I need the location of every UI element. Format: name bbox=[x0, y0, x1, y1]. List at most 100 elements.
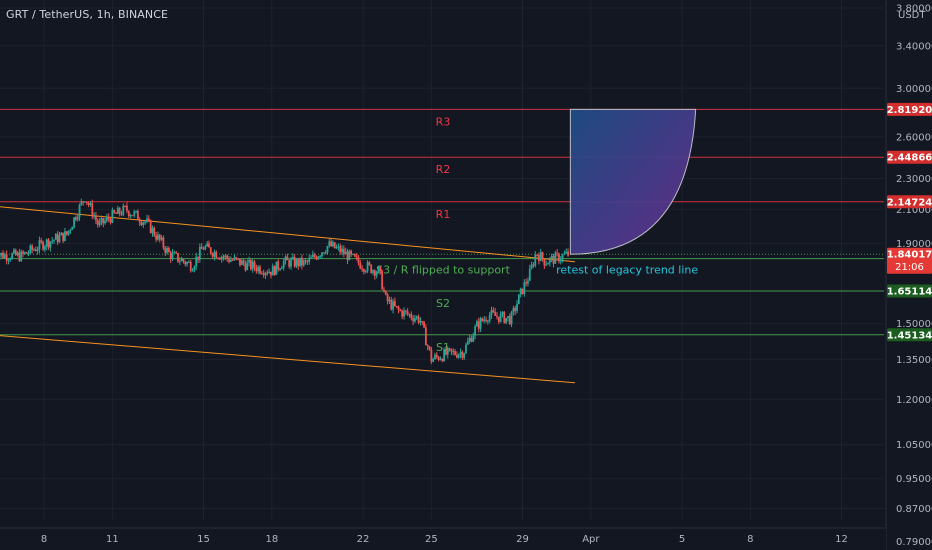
candle-body bbox=[472, 335, 475, 342]
candle-body bbox=[423, 321, 425, 328]
candle-body bbox=[27, 252, 30, 254]
candle-body bbox=[280, 267, 283, 269]
candle-body bbox=[512, 308, 515, 313]
candle-body bbox=[468, 337, 471, 342]
candle-body bbox=[78, 204, 81, 218]
candle-body bbox=[330, 241, 332, 247]
candle-body bbox=[497, 316, 500, 322]
level-label: S2 bbox=[436, 297, 450, 310]
time-axis-bg bbox=[0, 528, 886, 550]
candle-body bbox=[430, 349, 433, 362]
candle-body bbox=[62, 232, 65, 241]
price-tick-label: 1.90000 bbox=[896, 239, 932, 250]
price-tag-text: 2.14724 bbox=[887, 197, 932, 208]
candle-body bbox=[45, 239, 48, 247]
candle-body bbox=[346, 251, 349, 261]
candle-body bbox=[558, 253, 560, 262]
candle-body bbox=[65, 231, 68, 235]
current-price-tag-bg bbox=[887, 247, 932, 274]
time-tick-label: 11 bbox=[106, 534, 119, 545]
candle-body bbox=[246, 262, 249, 271]
candle-body bbox=[554, 252, 557, 264]
candle-body bbox=[54, 234, 57, 240]
candle-body bbox=[109, 219, 112, 223]
candle-body bbox=[428, 346, 431, 350]
candle-body bbox=[9, 259, 12, 261]
candle-body bbox=[432, 358, 435, 362]
candle-body bbox=[461, 352, 464, 358]
candle-body bbox=[399, 309, 402, 311]
time-tick-label: 18 bbox=[265, 534, 278, 545]
time-tick-label: 15 bbox=[197, 534, 210, 545]
candle-body bbox=[324, 252, 327, 254]
candle-body bbox=[193, 266, 196, 271]
candle-body bbox=[450, 348, 453, 352]
projection-area bbox=[569, 108, 697, 255]
candle-body bbox=[384, 290, 387, 295]
candle-body bbox=[64, 231, 66, 241]
candle-body bbox=[446, 348, 449, 355]
candle-body bbox=[23, 252, 26, 254]
candle-body bbox=[486, 320, 489, 322]
candle-body bbox=[452, 351, 455, 353]
candle-body bbox=[49, 241, 52, 248]
candle-body bbox=[11, 253, 13, 260]
candle-body bbox=[383, 289, 385, 291]
candle-body bbox=[519, 288, 522, 295]
candle-body bbox=[107, 216, 110, 220]
candle-body bbox=[162, 237, 165, 248]
candle-body bbox=[332, 242, 334, 247]
candle-body bbox=[373, 270, 376, 276]
countdown-label: 21:06 bbox=[895, 262, 924, 273]
candle-body bbox=[508, 316, 511, 325]
candle-body bbox=[140, 222, 143, 225]
price-tag-text: 2.44866 bbox=[887, 153, 932, 164]
candle-body bbox=[501, 311, 504, 314]
candle-body bbox=[248, 259, 250, 263]
price-tick-label: 2.10000 bbox=[896, 205, 932, 216]
candle-body bbox=[302, 260, 305, 266]
candle-body bbox=[260, 273, 263, 275]
candle-body bbox=[231, 259, 234, 261]
price-tick-label: 1.20000 bbox=[896, 395, 932, 406]
candle-body bbox=[457, 354, 460, 358]
candle-body bbox=[342, 248, 345, 255]
currency-label: USDT bbox=[898, 10, 926, 21]
candle-body bbox=[321, 252, 323, 257]
candle-body bbox=[244, 263, 247, 271]
candle-body bbox=[337, 246, 340, 248]
candle-body bbox=[434, 354, 436, 359]
candle-body bbox=[273, 266, 276, 275]
candle-body bbox=[561, 254, 564, 260]
candle-body bbox=[195, 256, 198, 267]
candle-body bbox=[217, 257, 219, 259]
candle-body bbox=[2, 252, 4, 259]
candle-body bbox=[135, 211, 137, 213]
candle-body bbox=[95, 215, 97, 221]
candle-body bbox=[47, 239, 50, 248]
candle-body bbox=[85, 201, 88, 203]
candle-body bbox=[204, 246, 207, 250]
candle-body bbox=[567, 251, 569, 256]
candle-body bbox=[58, 235, 61, 243]
candle-body bbox=[288, 260, 291, 267]
time-tick-label: 25 bbox=[425, 534, 438, 545]
candle-body bbox=[510, 312, 513, 325]
candle-body bbox=[182, 258, 185, 262]
candle-body bbox=[87, 202, 90, 205]
candle-body bbox=[53, 239, 55, 241]
candle-body bbox=[479, 318, 482, 329]
candle-body bbox=[124, 205, 127, 207]
candle-body bbox=[178, 261, 181, 263]
candle-body bbox=[445, 349, 447, 355]
candle-body bbox=[372, 270, 374, 273]
candle-body bbox=[158, 234, 161, 240]
candle-body bbox=[395, 306, 398, 308]
candle-body bbox=[215, 251, 218, 258]
candle-body bbox=[38, 240, 41, 250]
candle-body bbox=[268, 271, 271, 274]
price-axis[interactable]: 3.80000 3.40000 3.00000 2.60000 2.30000 2.100… bbox=[885, 0, 932, 550]
time-axis[interactable]: 8 11 15 18 22 25 29 Apr 5 8 12 bbox=[0, 527, 886, 550]
candle-body bbox=[233, 257, 236, 261]
